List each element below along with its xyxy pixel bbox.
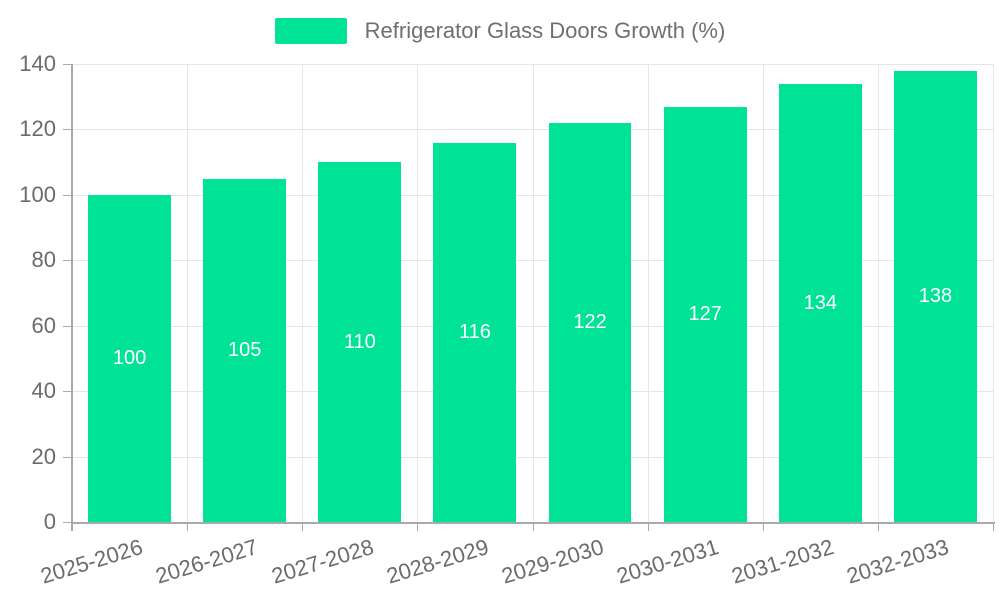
bar-value-label: 138 [918, 285, 953, 308]
vertical-gridline [532, 64, 534, 522]
x-axis-tick [877, 522, 879, 531]
x-axis-category-label: 2028-2029 [383, 534, 492, 589]
x-axis-category-label: 2030-2031 [613, 534, 722, 589]
legend-label: Refrigerator Glass Doors Growth (%) [364, 18, 726, 43]
bar[interactable] [88, 194, 171, 522]
bar[interactable] [318, 162, 402, 522]
y-axis-tick-label: 80 [31, 247, 56, 273]
vertical-gridline [993, 64, 994, 522]
x-axis-category-label: 2026-2027 [153, 534, 261, 589]
x-axis-category-label: 2027-2028 [268, 534, 377, 589]
bar-value-label: 116 [458, 321, 491, 344]
y-axis-tick [63, 260, 72, 262]
bar[interactable] [663, 106, 747, 522]
vertical-gridline [417, 64, 419, 522]
bar[interactable] [778, 83, 862, 522]
y-axis-tick [63, 64, 72, 65]
vertical-gridline [187, 64, 189, 522]
bar-value-label: 127 [688, 303, 722, 326]
x-axis-tick [762, 522, 764, 531]
bar-value-label: 110 [343, 331, 376, 354]
x-axis-category-label: 2025-2026 [37, 534, 146, 589]
bar[interactable] [893, 70, 977, 522]
y-axis-tick [63, 194, 72, 196]
vertical-gridline [762, 64, 764, 522]
x-axis-category-label: 2029-2030 [498, 534, 607, 589]
x-axis-tick [532, 522, 534, 531]
bar-value-label: 105 [227, 339, 262, 362]
x-axis-line [72, 522, 995, 524]
bar-value-label: 100 [112, 347, 147, 370]
bar[interactable] [203, 178, 287, 522]
vertical-gridline [302, 64, 304, 522]
x-axis-tick [187, 522, 189, 531]
y-axis-tick-label: 120 [19, 116, 56, 142]
y-axis-tick [63, 456, 72, 458]
y-axis-line [71, 64, 73, 531]
y-axis-tick-label: 40 [31, 378, 56, 404]
y-axis-tick [63, 129, 72, 131]
y-axis-tick [63, 325, 72, 327]
x-axis-tick [993, 522, 994, 531]
bar-value-label: 122 [573, 311, 607, 334]
bar[interactable] [433, 142, 517, 522]
y-axis-tick [63, 522, 72, 523]
x-axis-category-label: 2032-2033 [843, 534, 952, 589]
bar[interactable] [548, 122, 632, 522]
vertical-gridline [647, 64, 649, 522]
x-axis-tick [647, 522, 649, 531]
y-axis-tick-label: 20 [31, 443, 56, 469]
y-axis-tick-label: 100 [19, 181, 56, 207]
legend-swatch [274, 18, 347, 44]
vertical-gridline [877, 64, 879, 522]
y-axis-tick-label: 60 [31, 312, 56, 338]
y-axis-tick-label: 140 [19, 51, 56, 76]
x-axis-tick [417, 522, 419, 531]
x-axis-tick [302, 522, 304, 531]
y-axis-tick [63, 391, 72, 393]
y-axis-tick-label: 0 [43, 509, 56, 534]
legend[interactable]: Refrigerator Glass Doors Growth (%) [0, 18, 1000, 44]
x-axis-category-label: 2031-2032 [728, 534, 837, 589]
bar-value-label: 134 [803, 291, 837, 314]
x-axis-tick [72, 522, 73, 531]
